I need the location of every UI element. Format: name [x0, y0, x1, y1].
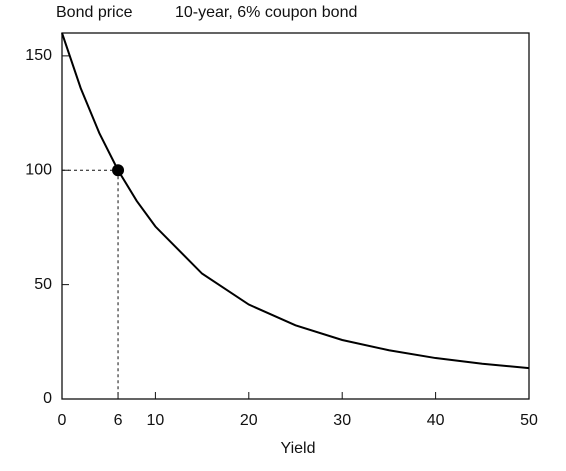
- y-tick-label: 100: [25, 161, 52, 178]
- x-tick-label: 20: [240, 412, 258, 429]
- x-tick-label: 50: [520, 412, 538, 429]
- y-axis-label: Bond price: [56, 4, 133, 21]
- x-tick-label: 10: [147, 412, 165, 429]
- x-axis-label: Yield: [281, 440, 316, 457]
- y-tick-label: 50: [34, 276, 52, 293]
- price-curve: [61, 32, 530, 370]
- y-tick-label: 150: [25, 47, 52, 64]
- x-tick-label: 0: [58, 412, 67, 429]
- plot-frame: [61, 32, 530, 400]
- x-tick-label: 30: [333, 412, 351, 429]
- highlight-point: [112, 164, 125, 177]
- y-tick-label: 0: [43, 390, 52, 407]
- chart-title: 10-year, 6% coupon bond: [175, 4, 357, 21]
- x-tick-label: 6: [114, 412, 123, 429]
- x-tick-label: 40: [427, 412, 445, 429]
